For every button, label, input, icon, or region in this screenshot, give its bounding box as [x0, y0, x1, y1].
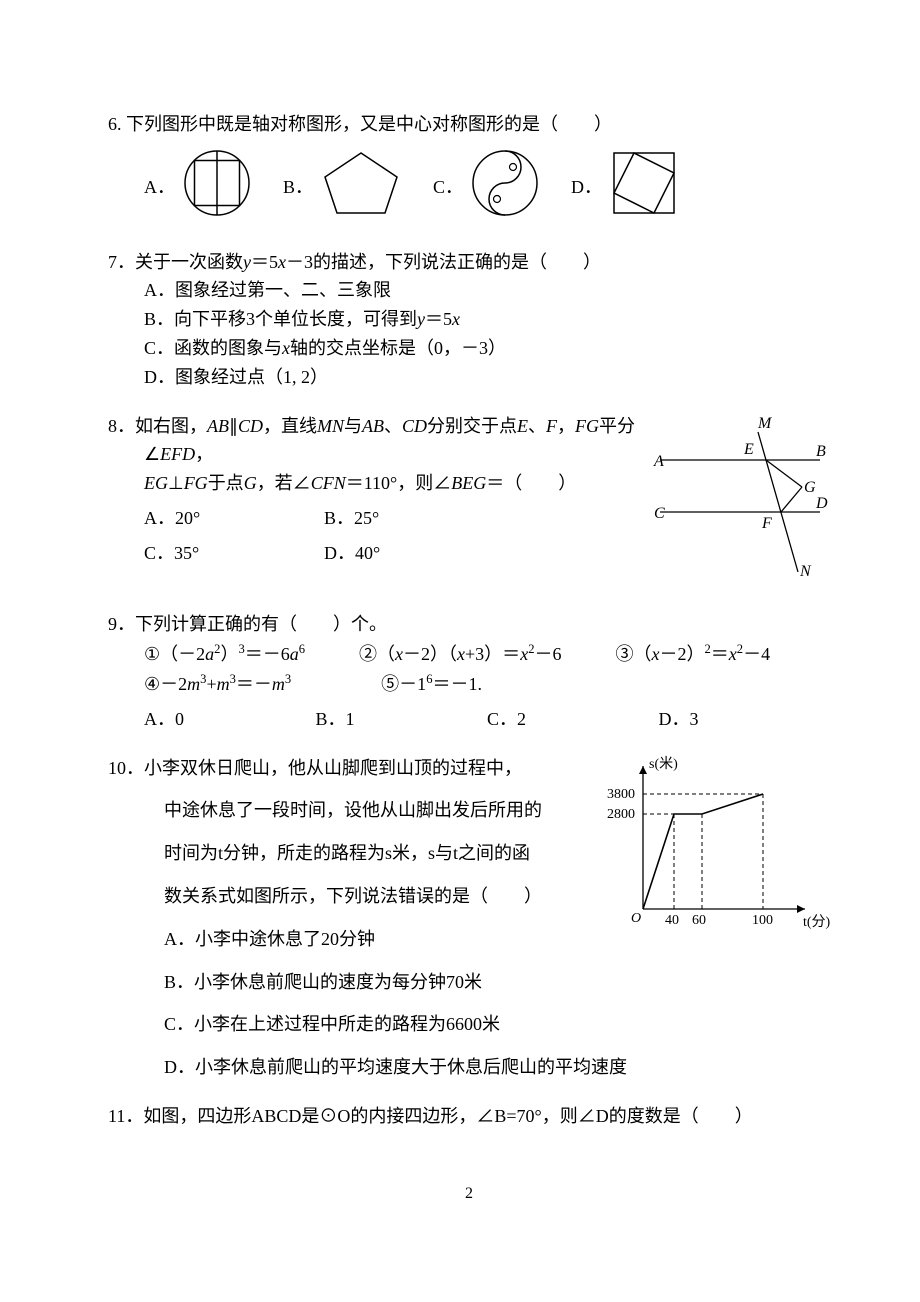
q8-b: B．25°: [324, 504, 504, 533]
q8-figure: M A B C D E F N G: [650, 412, 830, 591]
question-10: s(米) t(分) O 2800 3800 40 60 100 10．小李双休日…: [108, 754, 830, 1082]
q6-option-c: C．: [433, 147, 541, 228]
q6-options: A． B． C．: [108, 147, 830, 228]
ytick-3800: 3800: [607, 787, 635, 802]
q9-a: A．0: [144, 705, 316, 734]
q6-option-b: B．: [283, 147, 403, 228]
label-C: C: [654, 505, 665, 522]
q9-items-row2: ④－2m3+m3＝－m3 ⑤－16＝－1.: [108, 669, 830, 699]
x-axis-label: t(分): [803, 914, 830, 930]
q9-d: D．3: [659, 705, 831, 734]
q9-stem: 9．下列计算正确的有（ ）个。: [108, 610, 830, 639]
yin-yang-icon: [469, 147, 541, 228]
q7-a: A．图象经过第一、二、三象限: [108, 276, 830, 305]
label-B: B: [816, 443, 826, 460]
label-A: A: [653, 453, 664, 470]
q9-b: B．1: [316, 705, 488, 734]
q6-option-a: A．: [144, 147, 253, 228]
q8-opts-row1: A．20° B．25°: [108, 504, 638, 533]
xtick-60: 60: [692, 913, 706, 928]
q9-options: A．0 B．1 C．2 D．3: [108, 705, 830, 734]
q6-a-label: A．: [144, 173, 175, 202]
y-axis-label: s(米): [649, 756, 678, 772]
label-D: D: [815, 495, 828, 512]
ytick-2800: 2800: [607, 807, 635, 822]
double-square-icon: [608, 147, 680, 228]
q9-c: C．2: [487, 705, 659, 734]
q10-c: C．小李在上述过程中所走的路程为6600米: [108, 1010, 830, 1039]
q10-chart: s(米) t(分) O 2800 3800 40 60 100: [605, 754, 830, 948]
q6-stem: 6. 下列图形中既是轴对称图形，又是中心对称图形的是（ ）: [108, 110, 830, 139]
circle-square-icon: [181, 147, 253, 228]
q6-c-label: C．: [433, 173, 463, 202]
label-G: G: [804, 479, 816, 496]
origin-label: O: [631, 911, 641, 926]
label-E: E: [743, 441, 754, 458]
question-9: 9．下列计算正确的有（ ）个。 ①（－2a2）3＝－6a6 ②（x－2）（x+3…: [108, 610, 830, 733]
xtick-100: 100: [752, 913, 773, 928]
q8-a: A．20°: [144, 504, 324, 533]
q10-b: B．小李休息前爬山的速度为每分钟70米: [108, 968, 830, 997]
question-11: 11．如图，四边形ABCD是⊙O的内接四边形，∠B=70°，则∠D的度数是（ ）: [108, 1102, 830, 1131]
q6-d-label: D．: [571, 173, 602, 202]
xtick-40: 40: [665, 913, 679, 928]
pentagon-icon: [319, 147, 403, 228]
label-M: M: [757, 415, 773, 432]
question-6: 6. 下列图形中既是轴对称图形，又是中心对称图形的是（ ） A． B． C．: [108, 110, 830, 228]
q7-d: D．图象经过点（1, 2）: [108, 363, 830, 392]
label-F: F: [761, 515, 772, 532]
q6-option-d: D．: [571, 147, 680, 228]
q8-c: C．35°: [144, 539, 324, 568]
q10-d: D．小李休息前爬山的平均速度大于休息后爬山的平均速度: [108, 1053, 830, 1082]
question-8: M A B C D E F N G 8．如右图，AB∥CD，直线MN与AB、CD…: [108, 412, 830, 591]
q7-stem: 7．关于一次函数y＝5x－3的描述，下列说法正确的是（ ）: [108, 248, 830, 277]
q7-b: B．向下平移3个单位长度，可得到y＝5x: [108, 305, 830, 334]
label-N: N: [799, 563, 812, 580]
question-7: 7．关于一次函数y＝5x－3的描述，下列说法正确的是（ ） A．图象经过第一、二…: [108, 248, 830, 392]
q6-b-label: B．: [283, 173, 313, 202]
q9-items-row1: ①（－2a2）3＝－6a6 ②（x－2）（x+3）＝x2－6 ③（x－2）2＝x…: [108, 639, 830, 669]
q7-c: C．函数的图象与x轴的交点坐标是（0，－3）: [108, 334, 830, 363]
q8-d: D．40°: [324, 539, 504, 568]
page-number: 2: [108, 1181, 830, 1207]
q8-opts-row2: C．35° D．40°: [108, 539, 638, 568]
q11-stem: 11．如图，四边形ABCD是⊙O的内接四边形，∠B=70°，则∠D的度数是（ ）: [108, 1102, 830, 1131]
